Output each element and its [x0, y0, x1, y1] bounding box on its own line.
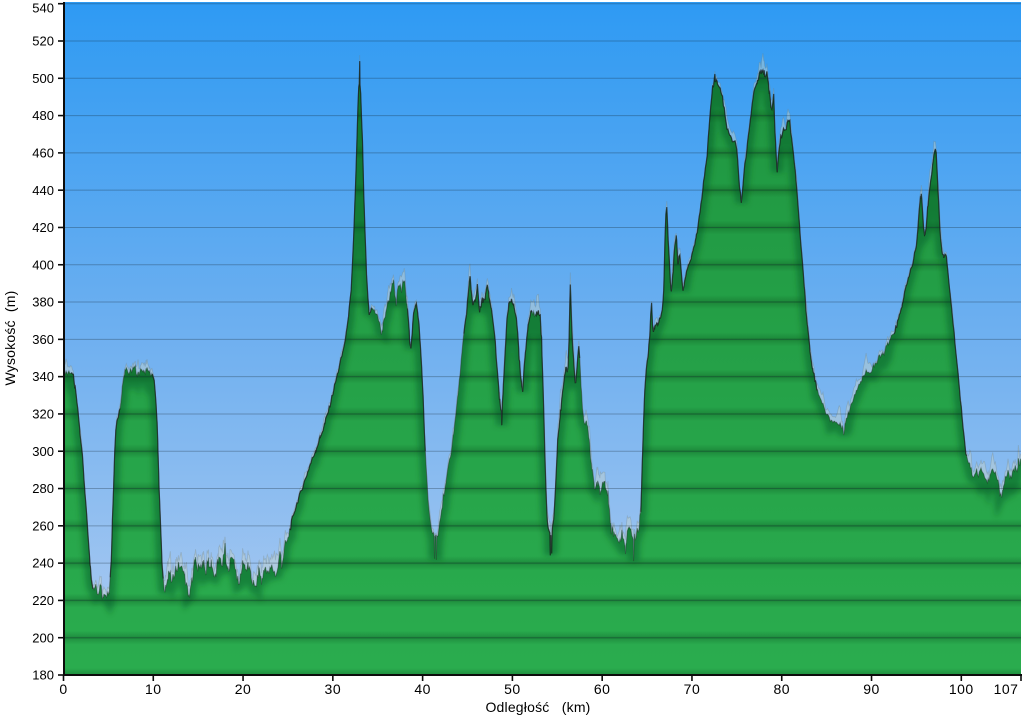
svg-text:340: 340 [32, 369, 54, 384]
svg-text:520: 520 [32, 34, 54, 49]
svg-text:420: 420 [32, 220, 54, 235]
svg-text:10: 10 [145, 681, 162, 697]
svg-text:0: 0 [59, 681, 67, 697]
svg-text:300: 300 [32, 444, 54, 459]
svg-text:40: 40 [414, 681, 431, 697]
svg-text:240: 240 [32, 556, 54, 571]
svg-text:107: 107 [994, 681, 1019, 697]
svg-text:180: 180 [32, 668, 54, 683]
svg-text:Odległość (km): Odległość (km) [485, 699, 590, 715]
svg-text:30: 30 [325, 681, 342, 697]
svg-text:20: 20 [235, 681, 252, 697]
svg-text:100: 100 [949, 681, 974, 697]
svg-text:200: 200 [32, 630, 54, 645]
svg-text:360: 360 [32, 332, 54, 347]
svg-text:500: 500 [32, 71, 54, 86]
svg-text:80: 80 [773, 681, 790, 697]
svg-text:280: 280 [32, 481, 54, 496]
svg-text:90: 90 [863, 681, 880, 697]
svg-text:320: 320 [32, 407, 54, 422]
svg-text:400: 400 [32, 257, 54, 272]
svg-text:540: 540 [32, 1, 54, 16]
svg-text:70: 70 [684, 681, 701, 697]
svg-text:380: 380 [32, 295, 54, 310]
svg-text:440: 440 [32, 183, 54, 198]
svg-text:480: 480 [32, 108, 54, 123]
svg-text:60: 60 [594, 681, 611, 697]
svg-text:Wysokość (m): Wysokość (m) [2, 290, 18, 385]
svg-text:220: 220 [32, 593, 54, 608]
svg-text:460: 460 [32, 146, 54, 161]
svg-text:260: 260 [32, 518, 54, 533]
svg-text:50: 50 [504, 681, 521, 697]
